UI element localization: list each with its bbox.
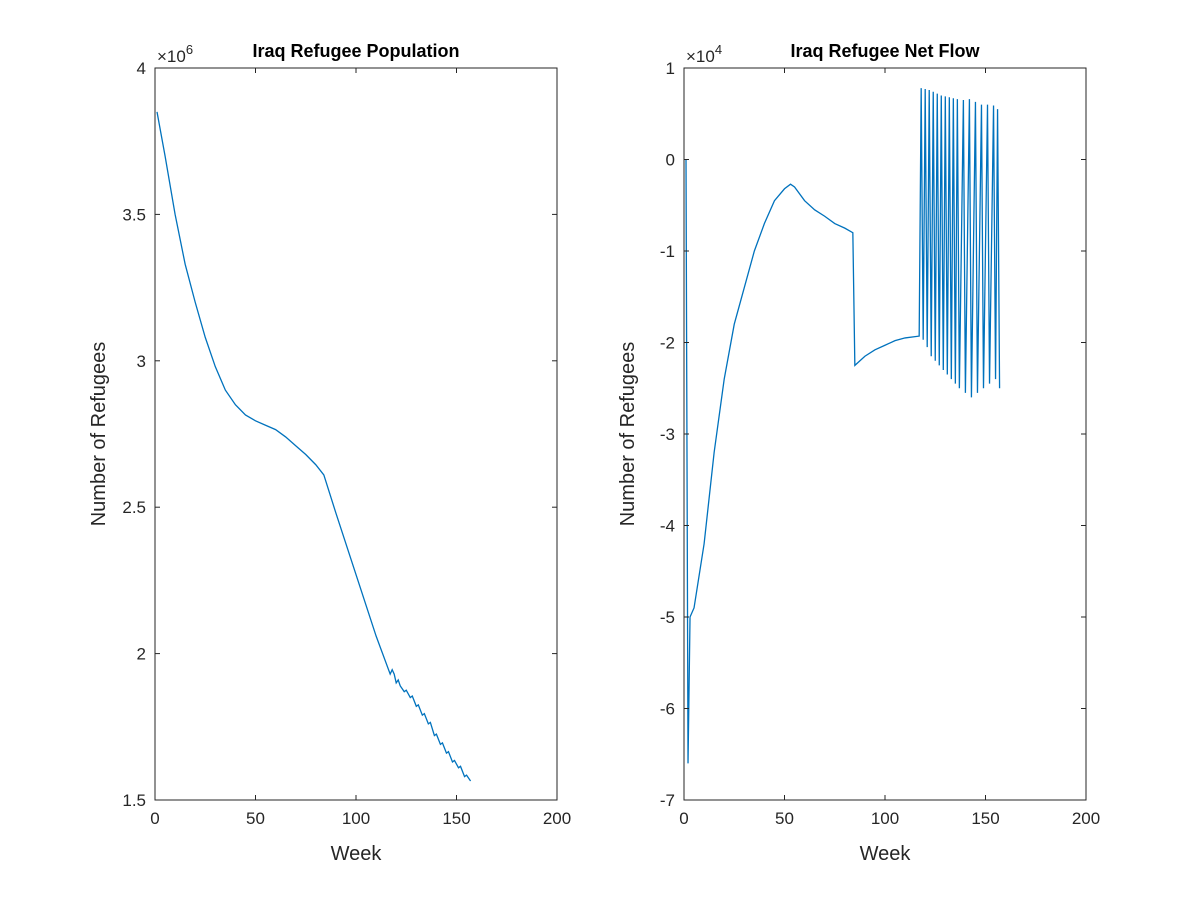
x-tick-label: 150: [971, 809, 999, 828]
x-tick-label: 50: [775, 809, 794, 828]
data-line: [156, 111, 472, 782]
y-tick-label: 1: [666, 59, 675, 78]
y-axis-label: Number of Refugees: [617, 342, 639, 527]
y-multiplier: ×106: [157, 42, 193, 66]
y-tick-label: 2.5: [122, 498, 146, 517]
x-tick-label: 50: [246, 809, 265, 828]
y-tick-label: -1: [660, 242, 675, 261]
y-tick-label: -5: [660, 608, 675, 627]
multiplier-base: ×10: [686, 47, 715, 66]
y-tick-label: -6: [660, 700, 675, 719]
x-tick-label: 200: [1072, 809, 1100, 828]
axes-box: [683, 67, 1087, 801]
y-tick-label: 2: [137, 645, 146, 664]
y-tick-label: -4: [660, 517, 675, 536]
x-axis-label: Week: [331, 843, 383, 865]
y-tick-label: -2: [660, 334, 675, 353]
axes-box: [154, 67, 558, 801]
multiplier-exponent: 6: [186, 42, 193, 57]
data-line: [685, 88, 1001, 764]
x-tick-label: 100: [342, 809, 370, 828]
y-tick-label: -3: [660, 425, 675, 444]
y-tick-label: -7: [660, 791, 675, 810]
x-axis-label: Week: [860, 843, 912, 865]
y-tick-label: 0: [666, 151, 675, 170]
y-axis-label: Number of Refugees: [88, 342, 110, 527]
y-multiplier: ×104: [686, 42, 722, 66]
y-tick-label: 3.5: [122, 205, 146, 224]
chart-title: Iraq Refugee Net Flow: [790, 41, 980, 61]
x-tick-label: 100: [871, 809, 899, 828]
chart-title: Iraq Refugee Population: [252, 41, 459, 61]
x-tick-label: 0: [150, 809, 159, 828]
x-tick-label: 150: [442, 809, 470, 828]
x-tick-label: 0: [679, 809, 688, 828]
multiplier-exponent: 4: [715, 42, 722, 57]
multiplier-base: ×10: [157, 47, 186, 66]
y-tick-label: 4: [137, 59, 146, 78]
y-tick-label: 1.5: [122, 791, 146, 810]
y-tick-label: 3: [137, 352, 146, 371]
x-tick-label: 200: [543, 809, 571, 828]
